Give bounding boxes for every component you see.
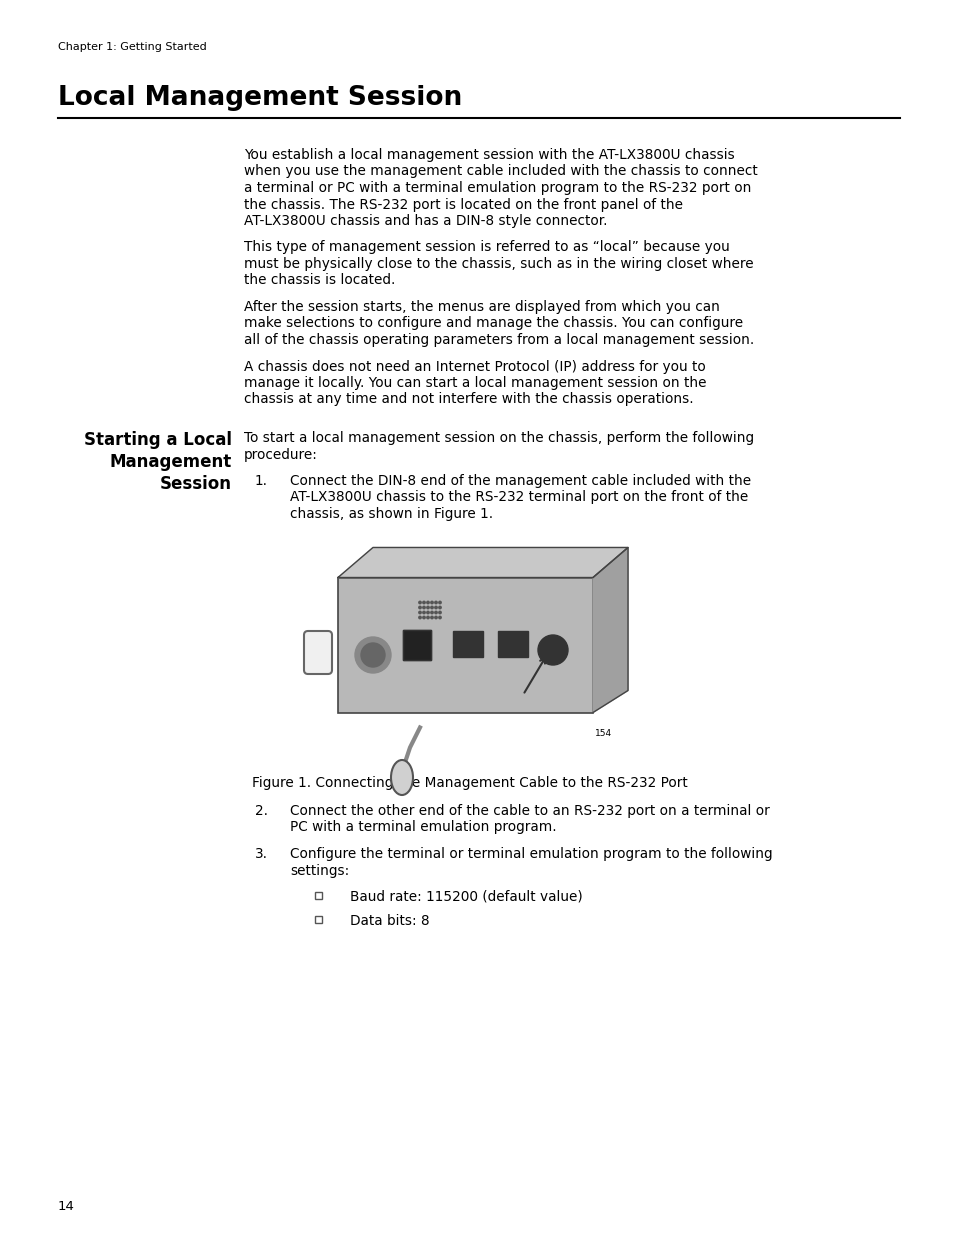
Text: Chapter 1: Getting Started: Chapter 1: Getting Started bbox=[58, 42, 207, 52]
Text: PC with a terminal emulation program.: PC with a terminal emulation program. bbox=[290, 820, 556, 835]
Text: Local Management Session: Local Management Session bbox=[58, 85, 462, 111]
Text: Baud rate: 115200 (default value): Baud rate: 115200 (default value) bbox=[350, 890, 582, 904]
Circle shape bbox=[426, 611, 429, 614]
Circle shape bbox=[438, 606, 440, 609]
Text: AT-LX3800U chassis and has a DIN-8 style connector.: AT-LX3800U chassis and has a DIN-8 style… bbox=[244, 214, 607, 228]
Text: A chassis does not need an Internet Protocol (IP) address for you to: A chassis does not need an Internet Prot… bbox=[244, 359, 705, 373]
Text: manage it locally. You can start a local management session on the: manage it locally. You can start a local… bbox=[244, 375, 706, 390]
Circle shape bbox=[438, 616, 440, 619]
Text: AT-LX3800U chassis to the RS-232 terminal port on the front of the: AT-LX3800U chassis to the RS-232 termina… bbox=[290, 490, 747, 505]
Text: Figure 1. Connecting the Management Cable to the RS-232 Port: Figure 1. Connecting the Management Cabl… bbox=[252, 776, 687, 789]
Circle shape bbox=[435, 601, 436, 604]
Bar bbox=[337, 578, 593, 713]
Text: Starting a Local: Starting a Local bbox=[84, 431, 232, 450]
Bar bbox=[402, 630, 431, 659]
Text: procedure:: procedure: bbox=[244, 447, 317, 462]
Circle shape bbox=[418, 611, 421, 614]
Text: To start a local management session on the chassis, perform the following: To start a local management session on t… bbox=[244, 431, 753, 445]
Circle shape bbox=[426, 601, 429, 604]
Polygon shape bbox=[337, 547, 627, 578]
Text: chassis at any time and not interfere with the chassis operations.: chassis at any time and not interfere wi… bbox=[244, 393, 693, 406]
Circle shape bbox=[435, 611, 436, 614]
Text: Configure the terminal or terminal emulation program to the following: Configure the terminal or terminal emula… bbox=[290, 847, 772, 861]
FancyBboxPatch shape bbox=[304, 631, 332, 674]
Text: 1.: 1. bbox=[254, 474, 268, 488]
Circle shape bbox=[426, 616, 429, 619]
Circle shape bbox=[431, 611, 433, 614]
Circle shape bbox=[438, 601, 440, 604]
Text: all of the chassis operating parameters from a local management session.: all of the chassis operating parameters … bbox=[244, 333, 754, 347]
Text: 2.: 2. bbox=[254, 804, 268, 818]
Text: After the session starts, the menus are displayed from which you can: After the session starts, the menus are … bbox=[244, 300, 720, 314]
Text: settings:: settings: bbox=[290, 863, 349, 878]
Text: must be physically close to the chassis, such as in the wiring closet where: must be physically close to the chassis,… bbox=[244, 257, 753, 270]
Polygon shape bbox=[593, 547, 627, 713]
Circle shape bbox=[431, 601, 433, 604]
Circle shape bbox=[422, 606, 425, 609]
Text: 3.: 3. bbox=[254, 847, 268, 861]
Bar bbox=[317, 537, 622, 757]
Text: Connect the DIN-8 end of the management cable included with the: Connect the DIN-8 end of the management … bbox=[290, 474, 750, 488]
Circle shape bbox=[537, 635, 567, 664]
Circle shape bbox=[422, 611, 425, 614]
Circle shape bbox=[360, 643, 385, 667]
Circle shape bbox=[431, 616, 433, 619]
Circle shape bbox=[431, 606, 433, 609]
Bar bbox=[453, 631, 482, 657]
Text: 14: 14 bbox=[58, 1200, 74, 1213]
Circle shape bbox=[355, 637, 391, 673]
Text: chassis, as shown in Figure 1.: chassis, as shown in Figure 1. bbox=[290, 508, 493, 521]
Circle shape bbox=[422, 601, 425, 604]
Circle shape bbox=[422, 616, 425, 619]
Text: when you use the management cable included with the chassis to connect: when you use the management cable includ… bbox=[244, 164, 757, 179]
Text: make selections to configure and manage the chassis. You can configure: make selections to configure and manage … bbox=[244, 316, 742, 331]
Circle shape bbox=[426, 606, 429, 609]
Ellipse shape bbox=[391, 760, 413, 795]
Circle shape bbox=[438, 611, 440, 614]
Text: Data bits: 8: Data bits: 8 bbox=[350, 914, 429, 927]
Text: Management: Management bbox=[110, 453, 232, 471]
Text: Session: Session bbox=[160, 475, 232, 493]
Circle shape bbox=[418, 616, 421, 619]
Text: You establish a local management session with the AT-LX3800U chassis: You establish a local management session… bbox=[244, 148, 734, 162]
Circle shape bbox=[418, 601, 421, 604]
Bar bbox=[314, 916, 322, 923]
Circle shape bbox=[418, 606, 421, 609]
Circle shape bbox=[435, 606, 436, 609]
Text: Connect the other end of the cable to an RS-232 port on a terminal or: Connect the other end of the cable to an… bbox=[290, 804, 769, 818]
Text: 154: 154 bbox=[595, 730, 612, 739]
Text: the chassis. The RS-232 port is located on the front panel of the: the chassis. The RS-232 port is located … bbox=[244, 198, 682, 211]
Text: This type of management session is referred to as “local” because you: This type of management session is refer… bbox=[244, 241, 729, 254]
Text: a terminal or PC with a terminal emulation program to the RS-232 port on: a terminal or PC with a terminal emulati… bbox=[244, 182, 751, 195]
Circle shape bbox=[435, 616, 436, 619]
Bar bbox=[497, 631, 527, 657]
Bar bbox=[402, 630, 431, 659]
Bar bbox=[314, 892, 322, 899]
Text: the chassis is located.: the chassis is located. bbox=[244, 273, 395, 288]
